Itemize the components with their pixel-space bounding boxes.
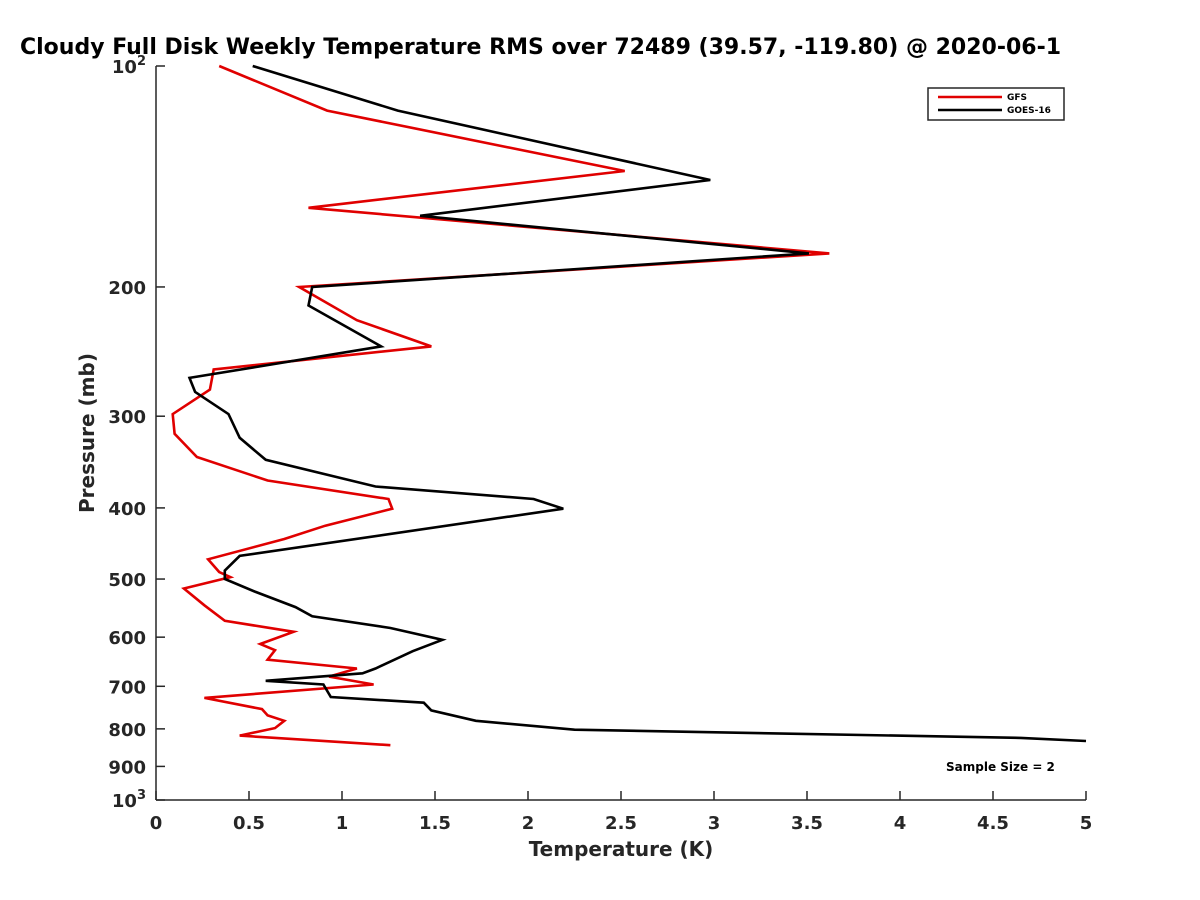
legend-label: GOES-16: [1007, 106, 1051, 116]
y-tick-label: 300: [108, 407, 146, 428]
axes: 0 0.5 1 1.5 2 2.5 3 3.5 4 4.5 51022003004005006007…: [108, 54, 1092, 834]
x-axis-label: Temperature (K): [529, 837, 714, 861]
plot-area: [171, 64, 1087, 747]
y-tick-label: 900: [108, 757, 146, 778]
legend: GFS GOES-16: [927, 87, 1065, 121]
x-tick-label: 2: [522, 813, 535, 834]
y-tick-label: 600: [108, 628, 146, 649]
legend-label: GFS: [1007, 93, 1027, 103]
y-tick-label: 400: [108, 499, 146, 520]
x-tick-label: 0.5: [233, 813, 265, 834]
x-tick-label: 0: [150, 813, 163, 834]
series-line-gfs: [171, 64, 830, 747]
legend-box: [927, 87, 1065, 121]
sample-size-note: Sample Size = 2: [946, 760, 1055, 774]
y-tick-label: 700: [108, 677, 146, 698]
series-line-goes-16: [187, 64, 1087, 743]
y-axis-label: Pressure (mb): [75, 353, 99, 513]
x-tick-label: 4: [894, 813, 907, 834]
y-tick-label: 800: [108, 720, 146, 741]
chart-title: Cloudy Full Disk Weekly Temperature RMS …: [20, 35, 1061, 60]
x-tick-label: 3: [708, 813, 721, 834]
y-tick-label: 200: [108, 278, 146, 299]
x-tick-label: 2.5: [605, 813, 637, 834]
y-tick-label: 103: [112, 788, 146, 812]
x-tick-label: 1.5: [419, 813, 451, 834]
x-tick-label: 5: [1080, 813, 1093, 834]
x-tick-label: 3.5: [791, 813, 823, 834]
x-tick-label: 4.5: [977, 813, 1009, 834]
x-tick-label: 1: [336, 813, 349, 834]
y-tick-label: 500: [108, 570, 146, 591]
